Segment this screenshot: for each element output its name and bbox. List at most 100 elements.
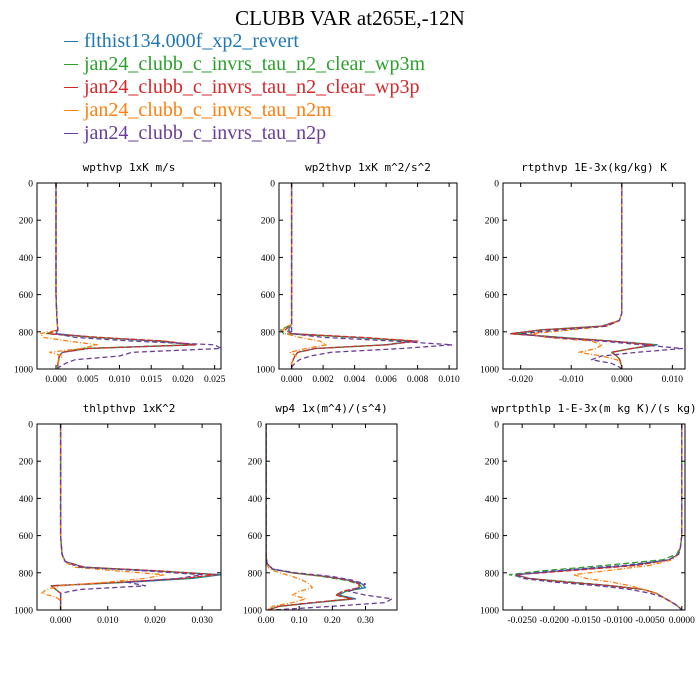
series-group [41, 424, 221, 610]
series-line [279, 183, 411, 369]
x-tick-label: 0.0000 [669, 616, 695, 626]
y-tick-label: 0 [494, 180, 499, 190]
series-line [55, 183, 197, 369]
y-tick-label: 200 [248, 458, 263, 468]
series-line [515, 424, 683, 610]
series-group [266, 424, 393, 610]
y-tick-label: 600 [19, 532, 34, 542]
y-tick-label: 1000 [14, 366, 33, 376]
x-tick-label: 0.010 [438, 375, 460, 385]
chart-panel: wpthvp 1xK m/s 0 200 400 600 800 1000 0.000 0.00… [14, 161, 226, 385]
x-tick-label: 0.010 [97, 616, 119, 626]
x-tick-label: 0.006 [375, 375, 397, 385]
y-tick-label: 800 [485, 569, 500, 579]
plot-frame [502, 423, 686, 611]
x-tick-label: 0.010 [662, 375, 684, 385]
x-tick-label: -0.010 [559, 375, 584, 385]
legend-line-icon [64, 132, 78, 134]
plot-frame [36, 423, 222, 611]
y-tick-label: 400 [248, 495, 263, 505]
series-group [509, 183, 684, 369]
series-line [39, 183, 98, 369]
series-line [515, 424, 683, 610]
chart-panel: thlpthvp 1xK^2 0 200 400 600 800 1000 0.000 0.01… [14, 402, 222, 626]
plot-frame [265, 423, 398, 611]
x-tick-label: 0.002 [312, 375, 334, 385]
y-tick-label: 200 [485, 458, 500, 468]
y-tick-label: 0 [28, 421, 33, 431]
panel-title: wpthvp 1xK m/s [83, 161, 176, 174]
panel-title: wp2thvp 1xK m^2/s^2 [305, 161, 431, 174]
series-line [508, 424, 683, 610]
y-tick-label: 400 [485, 495, 500, 505]
plot-frame [278, 182, 458, 370]
series-group [39, 183, 221, 369]
series-line [59, 424, 203, 610]
series-line [266, 424, 314, 610]
x-tick-label: 0.020 [172, 375, 194, 385]
legend-item: jan24_clubb_c_invrs_tau_n2m [64, 99, 425, 122]
figure-title: CLUBB VAR at265E,-12N [235, 6, 465, 30]
legend: flthist134.000f_xp2_revert jan24_clubb_c… [64, 30, 425, 145]
legend-line-icon [64, 86, 78, 88]
y-tick-label: 0 [257, 421, 262, 431]
legend-label: jan24_clubb_c_invrs_tau_n2_clear_wp3p [84, 76, 420, 98]
y-tick-label: 400 [19, 254, 34, 264]
x-tick-label: -0.0100 [603, 616, 633, 626]
y-tick-label: 1000 [480, 366, 499, 376]
legend-label: flthist134.000f_xp2_revert [84, 30, 299, 52]
x-tick-label: 0.005 [77, 375, 99, 385]
chart-panel: wp2thvp 1xK m^2/s^2 0 200 400 600 800 1000 0.00… [256, 161, 460, 385]
series-line [55, 183, 221, 369]
x-tick-label: 0.025 [204, 375, 226, 385]
y-tick-label: 0 [28, 180, 33, 190]
plot-frame [502, 182, 686, 370]
legend-label: jan24_clubb_c_invrs_tau_n2_clear_wp3m [84, 53, 426, 75]
series-group [279, 183, 453, 369]
y-tick-label: 1000 [243, 607, 262, 617]
legend-line-icon [64, 109, 78, 111]
y-tick-label: 400 [19, 495, 34, 505]
x-tick-label: 0.004 [344, 375, 366, 385]
series-line [266, 424, 360, 610]
y-tick-label: 400 [485, 254, 500, 264]
legend-line-icon [64, 40, 78, 42]
chart-panel: rtpthvp 1E-3x(kg/kg) K02004006008001000-… [480, 161, 686, 385]
series-line [266, 424, 363, 610]
x-tick-label: 0.010 [109, 375, 131, 385]
legend-item: jan24_clubb_c_invrs_tau_n2_clear_wp3p [64, 76, 425, 99]
series-line [266, 424, 393, 610]
y-tick-label: 0 [494, 421, 499, 431]
y-tick-label: 200 [19, 217, 34, 227]
panel-title: rtpthvp 1E-3x(kg/kg) K [521, 161, 667, 174]
x-tick-label: -0.0200 [539, 616, 569, 626]
y-tick-label: 800 [248, 569, 263, 579]
x-tick-label: -0.020 [508, 375, 533, 385]
x-tick-label: 0.000 [45, 375, 67, 385]
series-line [515, 424, 683, 610]
x-tick-label: -0.0250 [508, 616, 538, 626]
x-tick-label: 0.008 [407, 375, 429, 385]
y-tick-label: 200 [19, 458, 34, 468]
chart-panel: wprtpthlp 1-E-3x(m kg K)/(s kg) 0 200 400 60… [480, 402, 697, 626]
x-tick-label: 0.10 [291, 616, 308, 626]
x-tick-label: 0.20 [324, 616, 341, 626]
legend-item: jan24_clubb_c_invrs_tau_n2_clear_wp3m [64, 53, 425, 76]
x-tick-label: -0.0150 [571, 616, 601, 626]
y-tick-label: 0 [270, 180, 275, 190]
x-tick-label: 0.015 [141, 375, 163, 385]
y-tick-label: 600 [485, 291, 500, 301]
y-tick-label: 1000 [480, 607, 499, 617]
panel-title: wp4 1x(m^4)/(s^4) [275, 402, 388, 415]
y-tick-label: 600 [248, 532, 263, 542]
legend-line-icon [64, 63, 78, 65]
y-tick-label: 600 [261, 291, 276, 301]
plot-frame [36, 182, 222, 370]
x-tick-label: 0.000 [50, 616, 72, 626]
series-line [281, 183, 327, 369]
x-tick-label: 0.030 [191, 616, 213, 626]
y-tick-label: 800 [261, 328, 276, 338]
y-tick-label: 1000 [256, 366, 275, 376]
y-tick-label: 1000 [14, 607, 33, 617]
